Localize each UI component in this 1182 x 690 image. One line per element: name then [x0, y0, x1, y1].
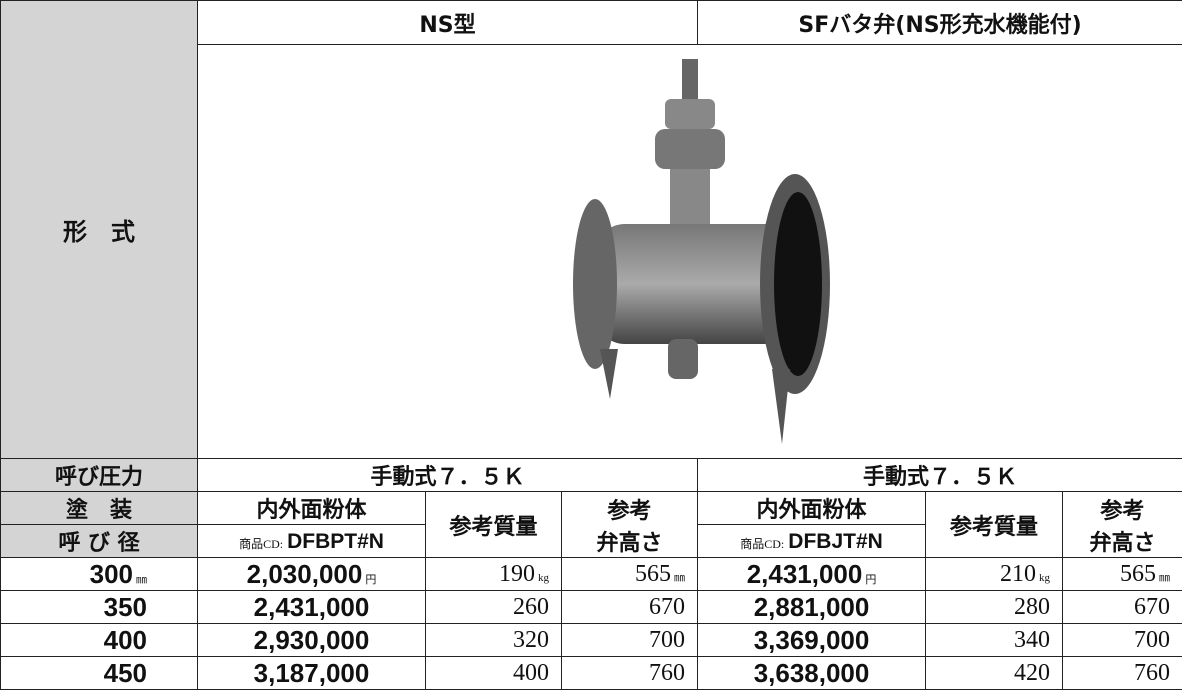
price-cell: 3,187,000 [198, 657, 426, 690]
ns-pressure: 手動式７．５Ｋ [198, 459, 698, 492]
price: 3,369,000 [754, 625, 870, 655]
price: 2,431,000 [254, 592, 370, 622]
valve-image [490, 49, 890, 449]
height-cell: 670 [1063, 591, 1182, 624]
weight-cell: 420 [926, 657, 1063, 690]
price-cell: 2,881,000 [698, 591, 926, 624]
sf-title: SFバタ弁(NS形充水機能付) [698, 1, 1182, 45]
data-row: 350 2,431,000 260 670 2,881,000 280 670 [1, 591, 1182, 624]
price: 2,930,000 [254, 625, 370, 655]
coating-label: 塗 装 [1, 492, 198, 525]
weight: 400 [513, 660, 549, 686]
code: DFBPT#N [287, 530, 384, 553]
sf-weight-head: 参考質量 [926, 492, 1063, 558]
code-prefix: 商品CD: [740, 537, 784, 551]
diameter: 450 [104, 658, 147, 688]
height-head-line: 参考 [1063, 493, 1182, 525]
diameter: 300 [90, 559, 133, 589]
price: 2,431,000 [747, 559, 863, 589]
ns-coating: 内外面粉体 [198, 492, 426, 525]
weight-cell: 320 [426, 624, 562, 657]
height: 760 [1134, 660, 1170, 686]
price-cell: 3,369,000 [698, 624, 926, 657]
diameter-label: 呼 び 径 [1, 525, 198, 558]
height: 700 [1134, 627, 1170, 653]
height-cell: 760 [562, 657, 698, 690]
unit: ㎜ [1159, 572, 1170, 584]
price-cell: 2,930,000 [198, 624, 426, 657]
data-row: 450 3,187,000 400 760 3,638,000 420 760 [1, 657, 1182, 690]
price: 3,638,000 [754, 658, 870, 688]
sf-pressure: 手動式７．５Ｋ [698, 459, 1182, 492]
code-prefix: 商品CD: [239, 537, 283, 551]
price: 3,187,000 [254, 658, 370, 688]
height: 670 [1134, 594, 1170, 620]
weight-cell: 280 [926, 591, 1063, 624]
height: 565 [1120, 561, 1156, 587]
price-cell: 3,638,000 [698, 657, 926, 690]
diameter-cell: 400 [1, 624, 198, 657]
diameter-cell: 450 [1, 657, 198, 690]
height-cell: 760 [1063, 657, 1182, 690]
product-image-cell [198, 45, 1182, 459]
pressure-label: 呼び圧力 [1, 459, 198, 492]
ns-title: NS型 [198, 1, 698, 45]
weight: 320 [513, 627, 549, 653]
code: DFBJT#N [788, 530, 883, 553]
height-cell: 700 [1063, 624, 1182, 657]
diameter-cell: 350 [1, 591, 198, 624]
height: 700 [649, 627, 685, 653]
data-row: 400 2,930,000 320 700 3,369,000 340 700 [1, 624, 1182, 657]
unit: kg [1039, 572, 1050, 584]
unit: ㎜ [136, 574, 147, 586]
price-cell: 2,431,000 [198, 591, 426, 624]
weight: 190 [499, 561, 535, 587]
height-cell: 670 [562, 591, 698, 624]
sf-code: 商品CD: DFBJT#N [698, 525, 926, 558]
ns-code: 商品CD: DFBPT#N [198, 525, 426, 558]
sf-coating: 内外面粉体 [698, 492, 926, 525]
price: 2,030,000 [247, 559, 363, 589]
weight: 210 [1000, 561, 1036, 587]
weight: 260 [513, 594, 549, 620]
weight: 340 [1014, 627, 1050, 653]
unit: 円 [865, 574, 876, 586]
weight-cell: 260 [426, 591, 562, 624]
ns-weight-head: 参考質量 [426, 492, 562, 558]
height-head-line: 参考 [562, 493, 697, 525]
unit: 円 [365, 574, 376, 586]
height: 760 [649, 660, 685, 686]
weight: 420 [1014, 660, 1050, 686]
diameter: 400 [104, 625, 147, 655]
ns-height-head: 参考弁高さ [562, 492, 698, 558]
height: 670 [649, 594, 685, 620]
price: 2,881,000 [754, 592, 870, 622]
height: 565 [635, 561, 671, 587]
weight-cell: 340 [926, 624, 1063, 657]
weight: 280 [1014, 594, 1050, 620]
height-head-line: 弁高さ [562, 525, 697, 557]
weight-cell: 400 [426, 657, 562, 690]
height-cell: 700 [562, 624, 698, 657]
unit: kg [538, 572, 549, 584]
sf-height-head: 参考弁高さ [1063, 492, 1182, 558]
diameter: 350 [104, 592, 147, 622]
unit: ㎜ [674, 572, 685, 584]
type-label: 形 式 [1, 1, 198, 459]
height-head-line: 弁高さ [1063, 525, 1182, 557]
